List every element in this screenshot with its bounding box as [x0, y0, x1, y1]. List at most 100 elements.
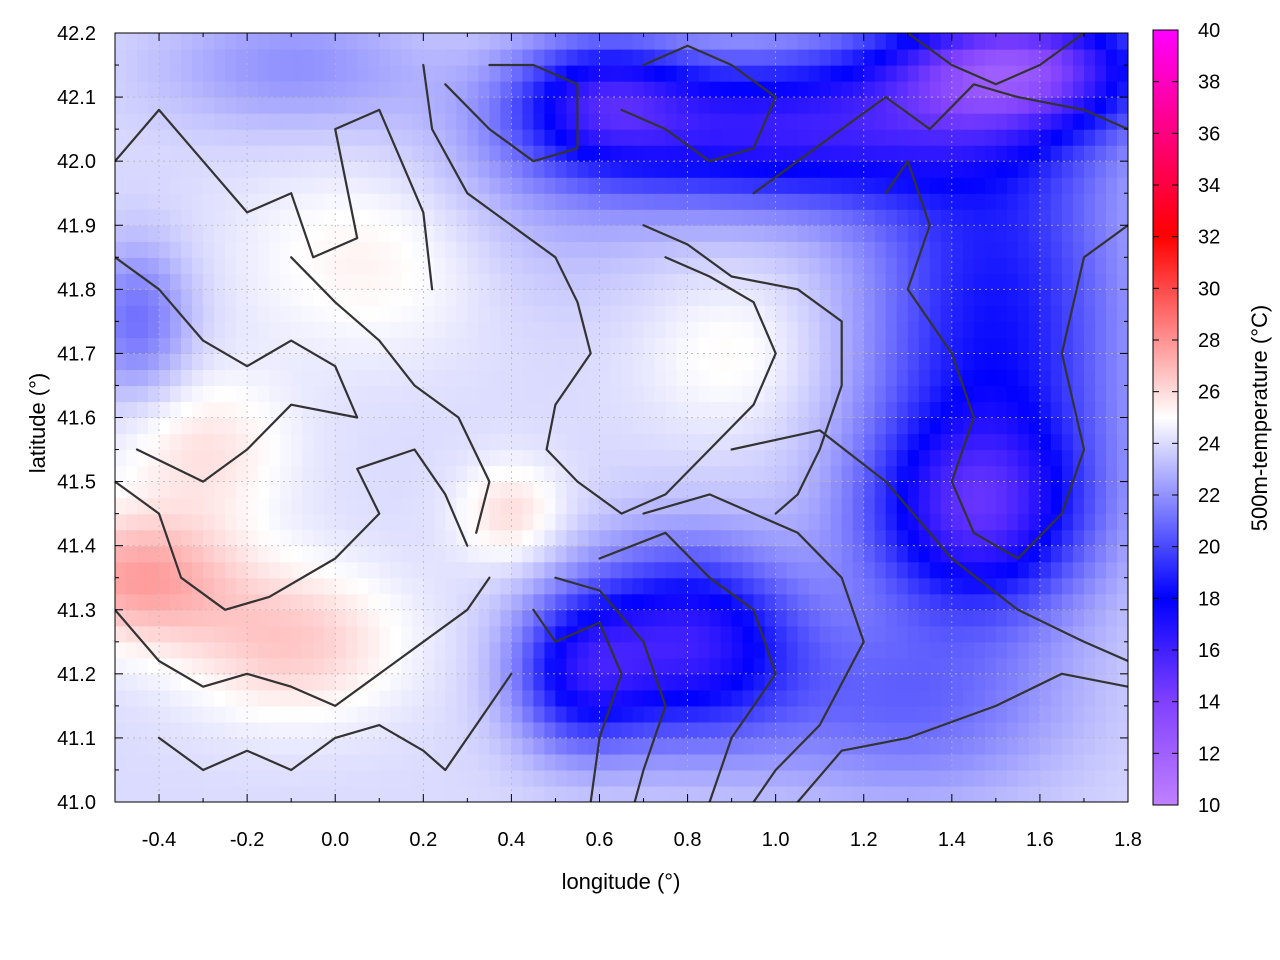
heatmap-cell	[401, 65, 413, 82]
heatmap-cell	[577, 273, 590, 290]
heatmap-cell	[357, 337, 369, 355]
heatmap-cell	[258, 337, 270, 355]
heatmap-cell	[929, 465, 942, 483]
heatmap-cell	[863, 369, 876, 387]
heatmap-cell	[995, 33, 1008, 50]
heatmap-cell	[929, 737, 942, 755]
heatmap-cell	[797, 401, 810, 419]
heatmap-cell	[1006, 193, 1019, 210]
heatmap-cell	[1039, 49, 1052, 66]
heatmap-cell	[401, 273, 413, 290]
heatmap-cell	[1061, 225, 1074, 242]
heatmap-cell	[489, 609, 501, 627]
heatmap-cell	[346, 49, 358, 66]
heatmap-cell	[1105, 673, 1118, 691]
heatmap-cell	[940, 689, 953, 707]
heatmap-cell	[874, 609, 887, 627]
heatmap-cell	[1028, 193, 1041, 210]
heatmap-cell	[731, 577, 744, 595]
heatmap-cell	[698, 753, 711, 771]
heatmap-cell	[181, 145, 193, 162]
heatmap-cell	[533, 33, 546, 50]
heatmap-cell	[511, 113, 523, 130]
heatmap-cell	[1094, 193, 1107, 210]
heatmap-cell	[335, 65, 347, 82]
heatmap-cell	[709, 641, 722, 659]
heatmap-cell	[1083, 273, 1096, 290]
heatmap-cell	[764, 81, 777, 98]
heatmap-cell	[192, 401, 204, 419]
heatmap-cell	[170, 97, 182, 114]
heatmap-cell	[1017, 769, 1030, 787]
heatmap-cell	[874, 225, 887, 242]
heatmap-cell	[115, 81, 127, 98]
heatmap-cell	[500, 385, 512, 403]
heatmap-cell	[401, 577, 413, 595]
heatmap-cell	[159, 545, 171, 563]
heatmap-cell	[335, 353, 347, 371]
heatmap-cell	[687, 49, 700, 66]
heatmap-cell	[709, 369, 722, 387]
heatmap-cell	[951, 161, 964, 178]
heatmap-cell	[214, 785, 226, 802]
heatmap-cell	[698, 689, 711, 707]
heatmap-cell	[1083, 241, 1096, 258]
heatmap-cell	[808, 305, 821, 322]
heatmap-cell	[159, 673, 171, 691]
heatmap-cell	[962, 353, 975, 371]
heatmap-cell	[1006, 593, 1019, 611]
heatmap-cell	[841, 241, 854, 258]
heatmap-cell	[1105, 353, 1118, 371]
heatmap-cell	[819, 401, 832, 419]
heatmap-cell	[269, 81, 281, 98]
heatmap-cell	[632, 177, 645, 194]
heatmap-cell	[159, 401, 171, 419]
heatmap-cell	[434, 369, 446, 387]
heatmap-cell	[555, 81, 568, 98]
heatmap-cell	[973, 577, 986, 595]
heatmap-cell	[522, 49, 535, 66]
heatmap-cell	[753, 721, 766, 739]
heatmap-cell	[302, 753, 314, 771]
heatmap-cell	[467, 433, 479, 451]
heatmap-cell	[203, 385, 215, 403]
heatmap-cell	[973, 737, 986, 755]
heatmap-cell	[126, 129, 138, 146]
heatmap-cell	[159, 353, 171, 371]
heatmap-cell	[511, 209, 523, 226]
heatmap-cell	[544, 129, 557, 146]
heatmap-cell	[819, 721, 832, 739]
heatmap-cell	[148, 273, 160, 290]
heatmap-cell	[1028, 97, 1041, 114]
heatmap-cell	[170, 209, 182, 226]
heatmap-cell	[1006, 33, 1019, 50]
heatmap-cell	[665, 737, 678, 755]
heatmap-cell	[115, 705, 127, 723]
heatmap-cell	[533, 81, 546, 98]
heatmap-cell	[830, 65, 843, 82]
heatmap-cell	[302, 721, 314, 739]
heatmap-cell	[720, 209, 733, 226]
heatmap-cell	[1083, 177, 1096, 194]
heatmap-cell	[258, 753, 270, 771]
heatmap-cell	[775, 609, 788, 627]
heatmap-cell	[907, 673, 920, 691]
heatmap-cell	[852, 113, 865, 130]
heatmap-cell	[1094, 257, 1107, 274]
heatmap-cell	[291, 321, 303, 338]
heatmap-cell	[291, 337, 303, 355]
heatmap-cell	[786, 401, 799, 419]
heatmap-cell	[907, 689, 920, 707]
heatmap-cell	[775, 289, 788, 306]
heatmap-cell	[533, 145, 546, 162]
heatmap-cell	[764, 561, 777, 579]
heatmap-cell	[797, 65, 810, 82]
heatmap-cell	[797, 161, 810, 178]
heatmap-cell	[148, 705, 160, 723]
heatmap-cell	[1116, 289, 1128, 306]
heatmap-cell	[456, 49, 468, 66]
heatmap-cell	[1105, 177, 1118, 194]
heatmap-cell	[368, 641, 380, 659]
heatmap-cell	[1083, 529, 1096, 547]
heatmap-cell	[1072, 593, 1085, 611]
